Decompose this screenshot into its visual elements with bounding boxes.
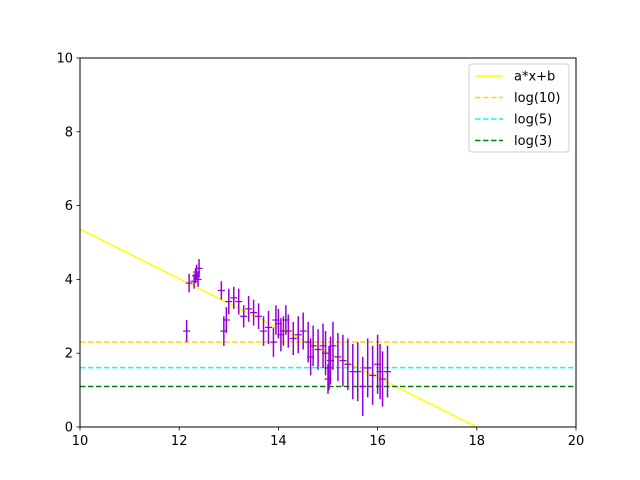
data-point [359,356,367,416]
data-point [190,273,198,289]
data-point [334,332,342,381]
data-point [255,303,263,330]
data-point [339,334,347,387]
plot-area [80,228,576,427]
data-point [245,296,253,322]
data-point [325,345,333,391]
x-tick-label: 10 [72,434,89,449]
data-point [379,351,387,407]
data-point [384,345,392,398]
data-point [260,316,268,346]
data-point [294,316,302,354]
x-tick-label: 12 [171,434,188,449]
x-tick-label: 18 [469,434,486,449]
data-point [194,272,202,287]
x-tick-label: 14 [270,434,287,449]
data-point [344,338,352,391]
data-point [284,314,292,348]
data-point [235,288,243,315]
data-point [314,329,322,370]
data-point [364,338,372,398]
data-point [250,299,258,326]
legend: a*x+b log(10) log(5) log(3) [468,63,570,153]
y-tick-label: 0 [65,421,73,436]
legend-label: log(3) [514,134,552,149]
data-point [269,327,277,357]
data-point [369,345,377,405]
data-point [299,312,307,350]
legend-label: a*x+b [514,70,555,85]
data-point [185,273,193,293]
data-point [230,286,238,309]
data-point [264,310,272,344]
legend-item: log(10) [475,91,561,106]
data-point [329,321,337,370]
y-tick-label: 6 [65,199,73,214]
data-point [222,307,230,333]
data-point [354,342,362,402]
y-axis: 0 2 4 6 8 10 [56,52,80,436]
data-point [225,288,233,315]
plot-content [80,228,576,427]
data-point [309,325,317,367]
legend-item: log(3) [475,134,552,149]
y-tick-label: 4 [65,273,73,288]
data-point [183,319,191,343]
data-point [195,259,203,278]
x-tick-label: 16 [369,434,386,449]
axes-frame [79,57,577,428]
data-point [289,321,297,356]
legend-label: log(5) [514,113,552,128]
y-tick-label: 8 [65,125,73,140]
legend-label: log(10) [514,91,561,106]
x-tick-label: 20 [568,434,585,449]
legend-item: a*x+b [475,70,555,85]
data-point [217,281,225,300]
y-tick-label: 10 [56,52,73,67]
y-tick-label: 2 [65,347,73,362]
legend-box [468,63,570,153]
legend-item: log(5) [475,113,552,128]
x-axis: 10 12 14 16 18 20 [72,427,585,449]
data-point [240,305,248,328]
